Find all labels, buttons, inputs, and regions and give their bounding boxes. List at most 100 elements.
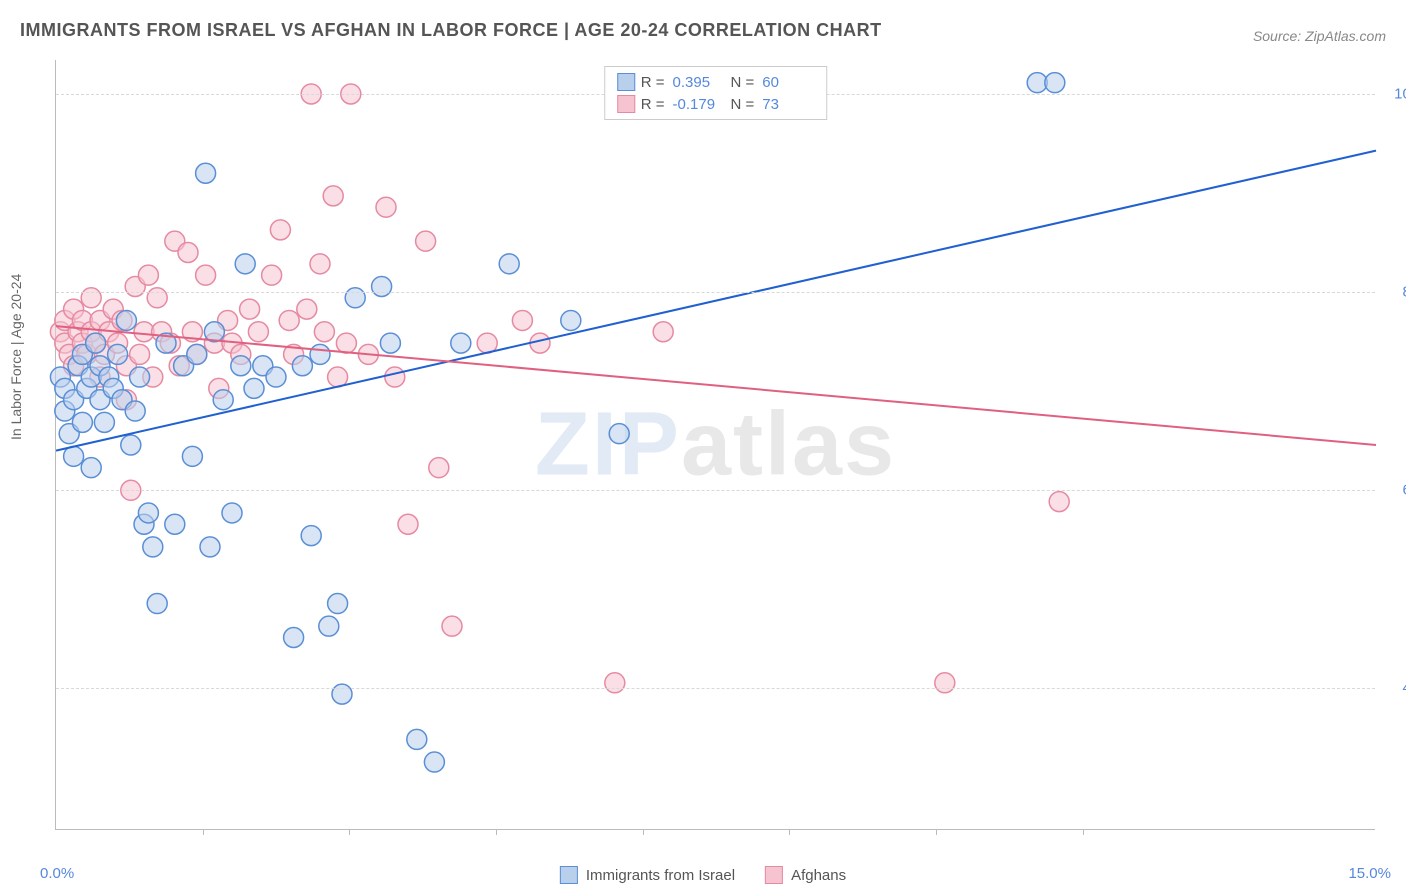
gridline (56, 292, 1375, 293)
scatter-point (429, 458, 449, 478)
x-axis-max-label: 15.0% (1348, 865, 1391, 882)
scatter-point (314, 322, 334, 342)
scatter-point (332, 684, 352, 704)
scatter-point (72, 412, 92, 432)
legend-swatch-series1-bottom (560, 866, 578, 884)
scatter-point (310, 344, 330, 364)
plot-svg (56, 60, 1375, 829)
scatter-point (653, 322, 673, 342)
scatter-point (94, 412, 114, 432)
y-tick-label: 82.5% (1385, 284, 1406, 301)
scatter-point (398, 514, 418, 534)
legend-n-label: N = (731, 96, 755, 113)
scatter-point (235, 254, 255, 274)
scatter-point (319, 616, 339, 636)
scatter-point (266, 367, 286, 387)
scatter-point (116, 310, 136, 330)
scatter-point (935, 673, 955, 693)
scatter-point (200, 537, 220, 557)
scatter-point (605, 673, 625, 693)
scatter-point (323, 186, 343, 206)
source-attribution: Source: ZipAtlas.com (1253, 28, 1386, 44)
scatter-point (138, 265, 158, 285)
scatter-point (372, 276, 392, 296)
correlation-legend: R = 0.395 N = 60 R = -0.179 N = 73 (604, 66, 828, 120)
scatter-point (310, 254, 330, 274)
scatter-point (451, 333, 471, 353)
scatter-point (121, 435, 141, 455)
x-tick (349, 829, 350, 835)
scatter-point (376, 197, 396, 217)
scatter-point (240, 299, 260, 319)
legend-r-label: R = (641, 96, 665, 113)
scatter-point (231, 356, 251, 376)
scatter-point (165, 514, 185, 534)
series-legend: Immigrants from Israel Afghans (560, 866, 846, 884)
scatter-point (187, 344, 207, 364)
scatter-point (424, 752, 444, 772)
scatter-point (213, 390, 233, 410)
legend-swatch-series1 (617, 73, 635, 91)
scatter-point (182, 446, 202, 466)
x-axis-min-label: 0.0% (40, 865, 74, 882)
scatter-point (262, 265, 282, 285)
legend-swatch-series2-bottom (765, 866, 783, 884)
gridline (56, 490, 1375, 491)
x-tick (496, 829, 497, 835)
scatter-point (64, 446, 84, 466)
legend-n-value-series2: 73 (762, 96, 814, 113)
scatter-point (512, 310, 532, 330)
legend-swatch-series2 (617, 95, 635, 113)
scatter-point (416, 231, 436, 251)
scatter-point (196, 163, 216, 183)
legend-label-series1: Immigrants from Israel (586, 867, 735, 884)
scatter-point (284, 628, 304, 648)
scatter-point (81, 288, 101, 308)
scatter-point (147, 594, 167, 614)
scatter-point (196, 265, 216, 285)
y-tick-label: 47.5% (1385, 680, 1406, 697)
scatter-point (130, 344, 150, 364)
scatter-point (178, 243, 198, 263)
scatter-point (1045, 73, 1065, 93)
scatter-point (222, 503, 242, 523)
x-tick (203, 829, 204, 835)
x-tick (643, 829, 644, 835)
scatter-point (279, 310, 299, 330)
scatter-point (336, 333, 356, 353)
scatter-point (328, 594, 348, 614)
y-axis-label: In Labor Force | Age 20-24 (8, 274, 24, 440)
legend-n-label: N = (731, 74, 755, 91)
scatter-point (345, 288, 365, 308)
scatter-point (609, 424, 629, 444)
scatter-point (561, 310, 581, 330)
legend-item-series1: Immigrants from Israel (560, 866, 735, 884)
scatter-point (244, 378, 264, 398)
x-tick (936, 829, 937, 835)
scatter-point (130, 367, 150, 387)
scatter-point (81, 458, 101, 478)
y-tick-label: 65.0% (1385, 482, 1406, 499)
legend-row-series1: R = 0.395 N = 60 (617, 71, 815, 93)
legend-r-label: R = (641, 74, 665, 91)
chart-title: IMMIGRANTS FROM ISRAEL VS AFGHAN IN LABO… (20, 20, 882, 41)
legend-r-value-series1: 0.395 (673, 74, 725, 91)
legend-r-value-series2: -0.179 (673, 96, 725, 113)
x-tick (789, 829, 790, 835)
scatter-point (297, 299, 317, 319)
scatter-point (499, 254, 519, 274)
scatter-point (138, 503, 158, 523)
legend-label-series2: Afghans (791, 867, 846, 884)
scatter-point (1049, 492, 1069, 512)
scatter-point (292, 356, 312, 376)
chart-area: ZIPatlas R = 0.395 N = 60 R = -0.179 N =… (55, 60, 1375, 830)
scatter-point (270, 220, 290, 240)
x-tick (1083, 829, 1084, 835)
scatter-point (301, 526, 321, 546)
scatter-point (442, 616, 462, 636)
legend-n-value-series1: 60 (762, 74, 814, 91)
scatter-point (248, 322, 268, 342)
scatter-point (385, 367, 405, 387)
gridline (56, 688, 1375, 689)
y-tick-label: 100.0% (1385, 85, 1406, 102)
